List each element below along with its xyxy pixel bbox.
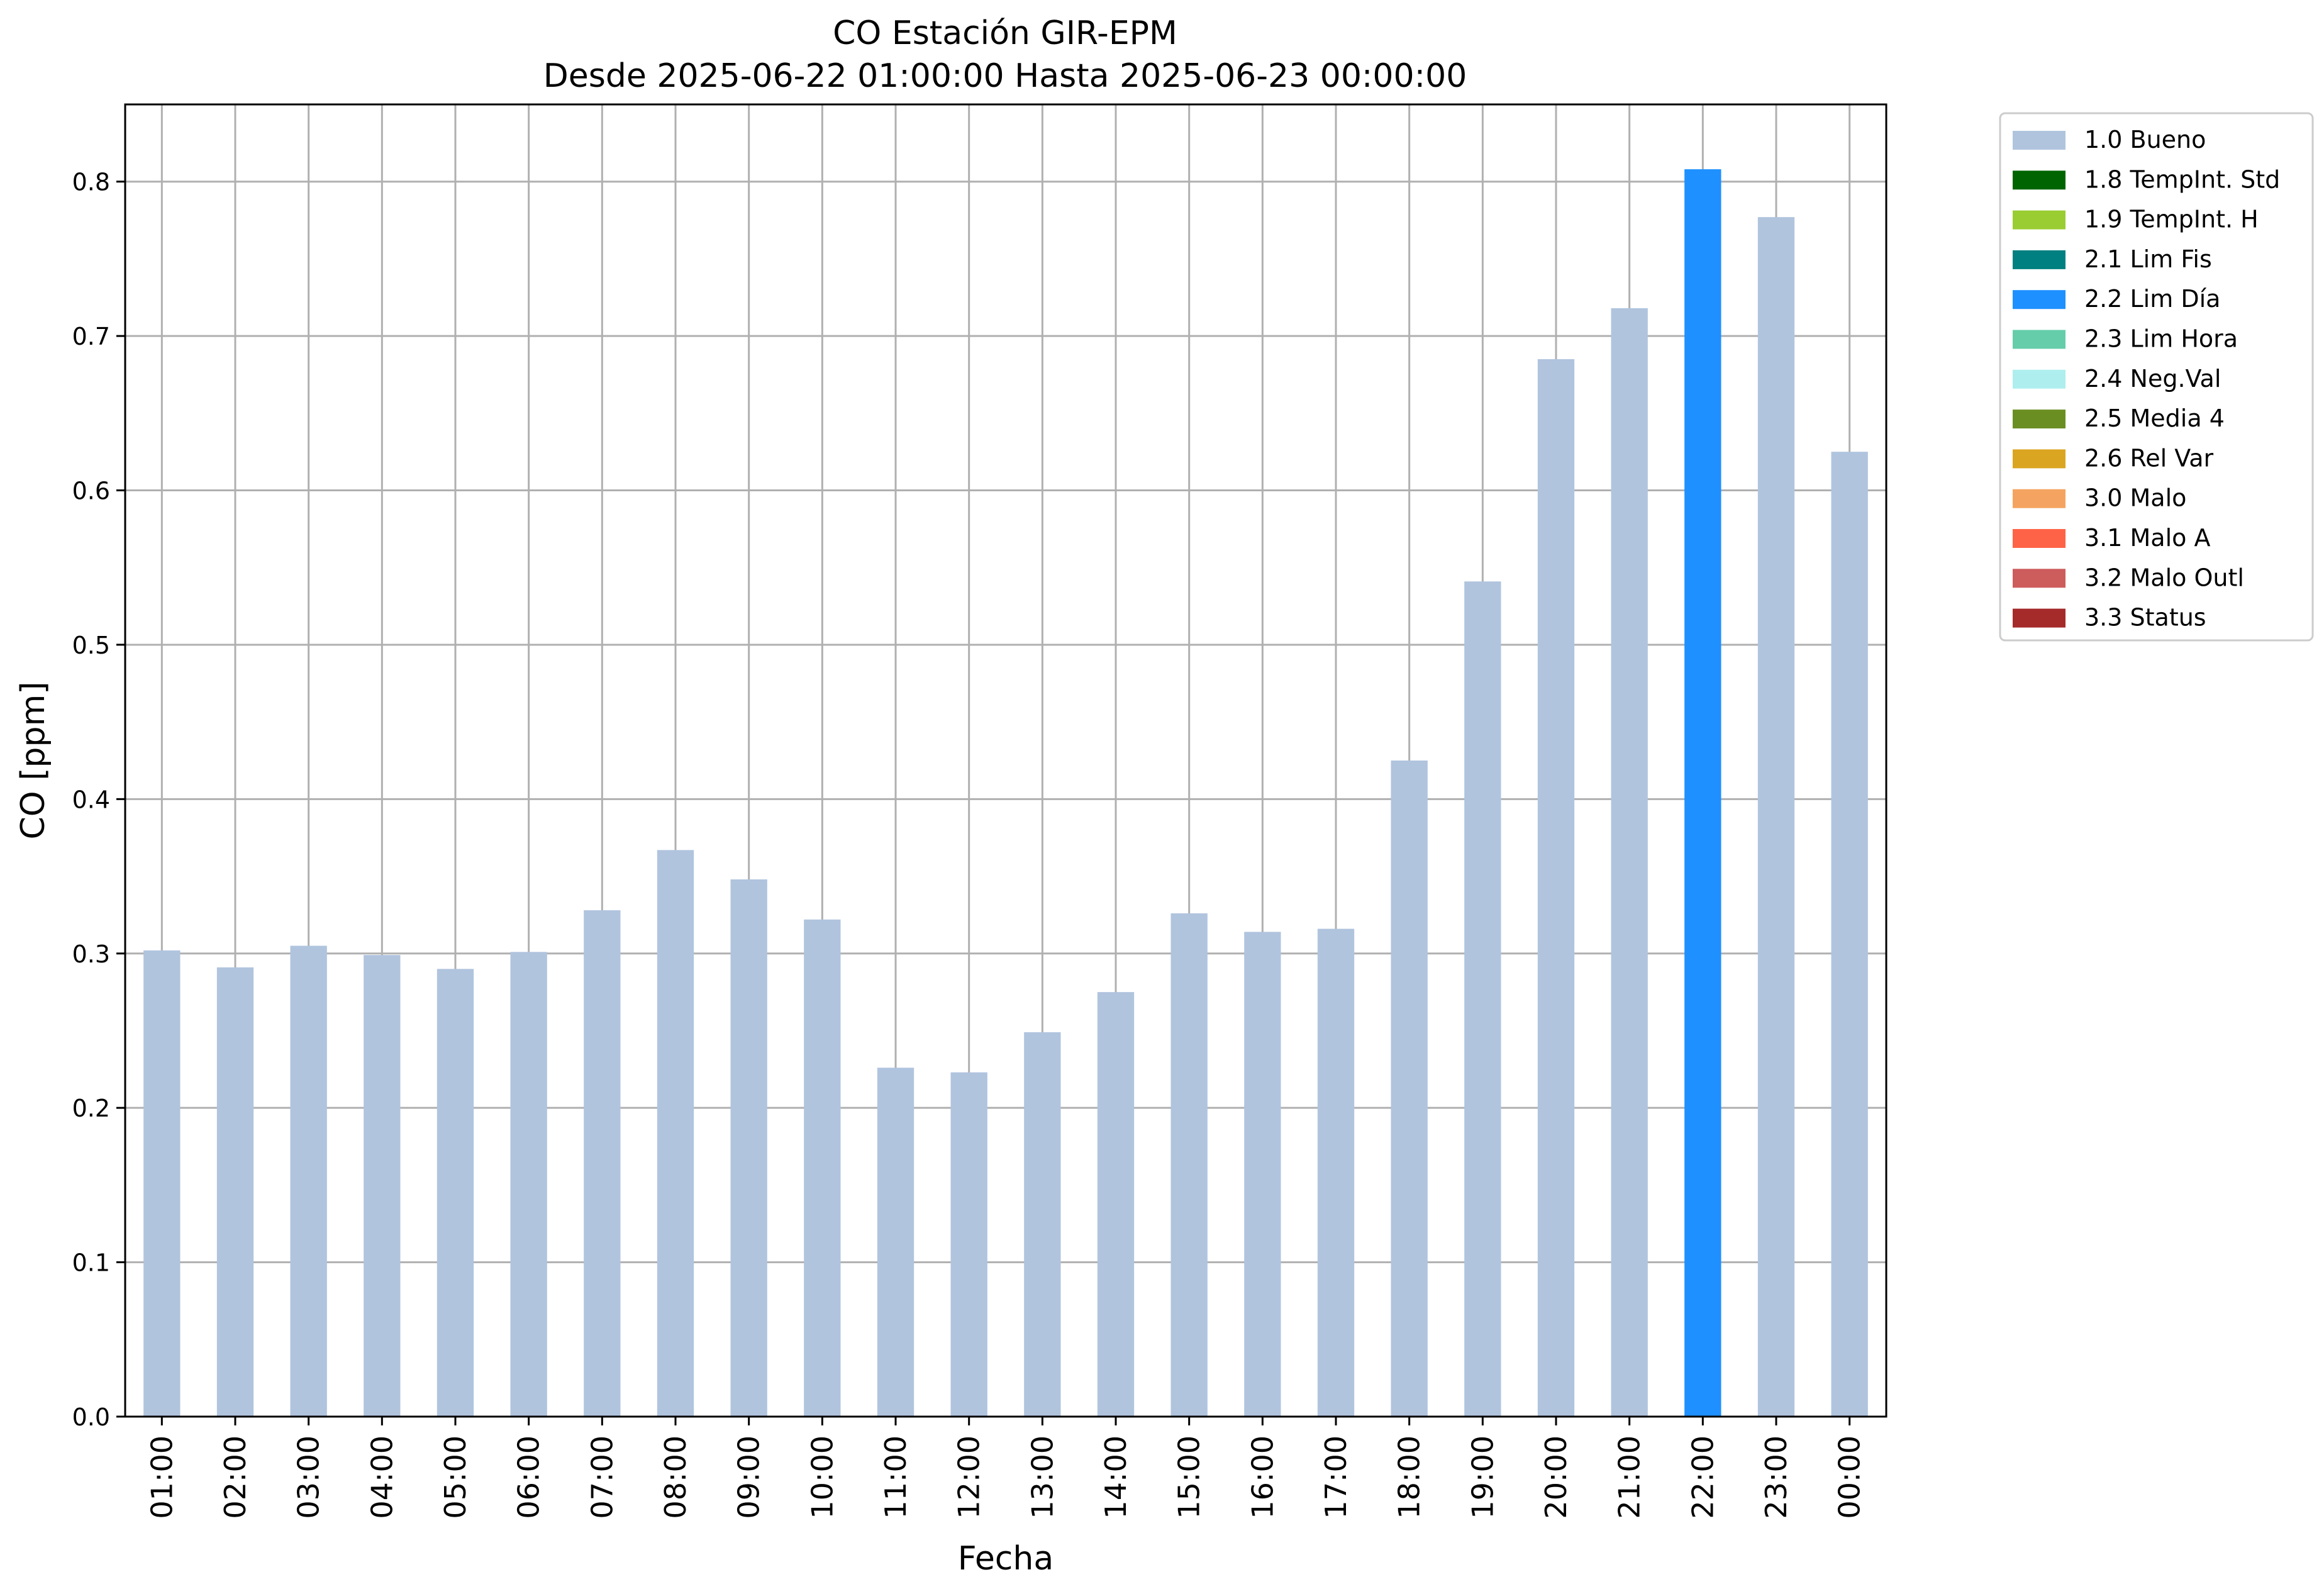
bar-1600 [1244,932,1281,1417]
legend-swatch [2013,330,2065,349]
x-tick-label: 11:00 [879,1435,913,1519]
y-tick-label: 0.1 [72,1249,110,1277]
x-tick-label: 06:00 [512,1435,546,1519]
bar-0200 [216,967,254,1417]
x-tick-label: 19:00 [1465,1435,1499,1519]
x-axis: 01:00 02:00 03:00 04:00 05:00 06:00 07:00 08:00… [145,1417,1867,1519]
x-tick-label: 10:00 [805,1435,839,1519]
legend-swatch [2013,410,2065,429]
y-tick-label: 0.3 [72,940,110,968]
x-tick-label: 05:00 [438,1435,472,1519]
y-axis-label: CO [ppm] [14,681,52,839]
bar-1300 [1024,1032,1061,1417]
legend-entry: 3.2 Malo Outl [2084,564,2244,591]
bar-1400 [1097,992,1135,1417]
bar-1900 [1464,581,1501,1417]
legend-entry: 3.1 Malo A [2084,524,2210,552]
bar-0000 [1831,452,1868,1417]
bar-0700 [584,910,621,1417]
y-tick-label: 0.0 [72,1403,110,1431]
legend-entry: 2.1 Lim Fis [2084,245,2212,273]
x-tick-label: 18:00 [1393,1435,1426,1519]
legend-swatch [2013,608,2065,628]
x-tick-label: 22:00 [1686,1435,1720,1519]
y-tick-label: 0.4 [72,786,110,813]
x-tick-label: 02:00 [218,1435,252,1519]
bar-2200 [1684,169,1721,1417]
legend-swatch [2013,449,2065,469]
legend-entry: 1.9 TempInt. H [2084,206,2259,233]
legend-swatch [2013,170,2065,190]
legend-entry: 2.5 Media 4 [2084,404,2225,432]
x-tick-label: 14:00 [1099,1435,1133,1519]
x-axis-label: Fecha [958,1540,1054,1578]
bar-1500 [1170,913,1208,1417]
legend-entry: 1.8 TempInt. Std [2084,165,2280,193]
legend-entry: 2.4 Neg.Val [2084,365,2221,393]
x-tick-label: 12:00 [952,1435,986,1519]
x-tick-label: 23:00 [1759,1435,1793,1519]
legend-swatch [2013,569,2065,588]
x-tick-label: 15:00 [1172,1435,1206,1519]
chart-subtitle: Desde 2025-06-22 01:00:00 Hasta 2025-06-… [543,57,1467,95]
x-tick-label: 09:00 [732,1435,766,1519]
bar-2300 [1757,217,1795,1417]
x-tick-label: 00:00 [1833,1435,1867,1519]
legend-swatch [2013,369,2065,389]
bar-1000 [804,919,841,1417]
y-tick-label: 0.8 [72,169,110,196]
x-tick-label: 07:00 [585,1435,619,1519]
legend-swatch [2013,489,2065,508]
x-tick-label: 04:00 [365,1435,399,1519]
y-tick-label: 0.7 [72,323,110,350]
legend-entry: 2.3 Lim Hora [2084,325,2238,353]
y-tick-label: 0.6 [72,477,110,505]
legend-swatch [2013,250,2065,269]
bar-1200 [950,1072,987,1417]
bar-0100 [143,950,181,1417]
legend-entry: 3.3 Status [2084,604,2206,632]
bar-2100 [1611,308,1648,1417]
legend-entry: 3.0 Malo [2084,484,2186,512]
bar-1800 [1391,761,1428,1417]
bar-0600 [510,952,547,1417]
legend-entry: 2.2 Lim Día [2084,285,2220,313]
x-tick-label: 17:00 [1319,1435,1353,1519]
plot-frame [124,103,1888,1418]
x-tick-label: 03:00 [292,1435,326,1519]
bar-1100 [877,1067,915,1417]
legend-swatch [2013,210,2065,230]
y-tick-label: 0.2 [72,1095,110,1122]
legend-swatch [2013,529,2065,548]
bar-0400 [364,955,401,1417]
x-tick-label: 13:00 [1025,1435,1059,1519]
bars-layer [143,169,1868,1417]
legend-swatch [2013,290,2065,309]
bar-2000 [1537,359,1575,1417]
legend-entry: 2.6 Rel Var [2084,444,2214,472]
y-axis: 0.0 0.1 0.2 0.3 0.4 0.5 0.6 0.7 0.8 [72,169,125,1431]
legend-frame [1999,112,2314,642]
bar-0300 [290,945,327,1417]
x-tick-label: 08:00 [659,1435,692,1519]
bar-0900 [730,879,767,1417]
bar-1700 [1317,928,1355,1417]
x-tick-label: 16:00 [1245,1435,1279,1519]
legend: 1.0 Bueno 1.8 TempInt. Std 1.9 TempInt. H 2… [1999,112,2314,642]
x-tick-label: 21:00 [1613,1435,1647,1519]
x-tick-label: 20:00 [1539,1435,1573,1519]
chart-title: CO Estación GIR-EPM [833,14,1177,52]
legend-swatch [2013,131,2065,150]
bar-0800 [657,850,694,1417]
x-tick-label: 01:00 [145,1435,179,1519]
legend-entry: 1.0 Bueno [2084,126,2206,153]
bar-0500 [436,969,474,1417]
y-tick-label: 0.5 [72,632,110,659]
